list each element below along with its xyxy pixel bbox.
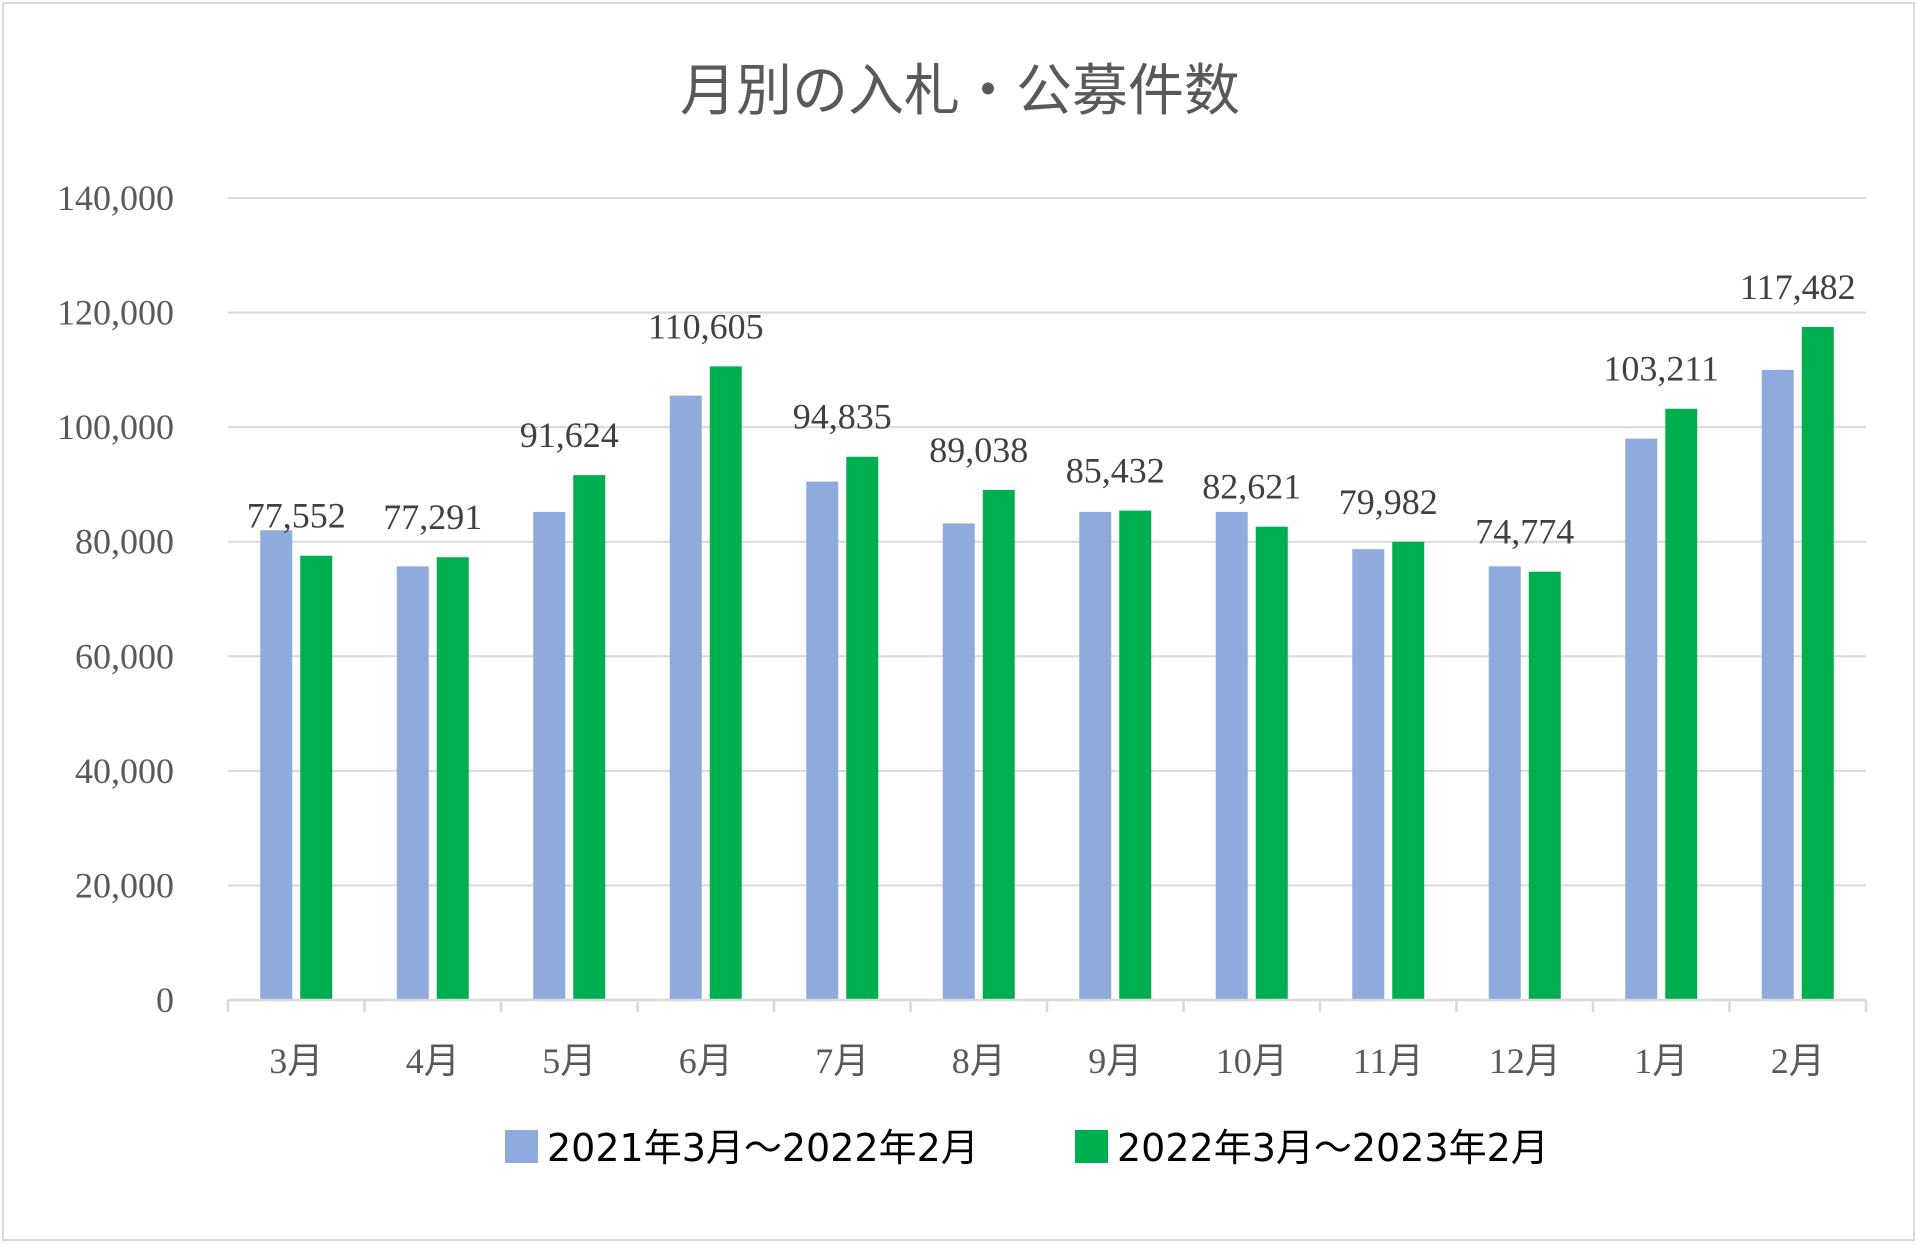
data-label: 94,835 — [793, 397, 892, 437]
x-tick-label: 12月 — [1489, 1041, 1561, 1081]
y-tick-label: 20,000 — [75, 865, 174, 905]
bar-series-2 — [436, 557, 469, 1000]
x-tick-label: 6月 — [679, 1041, 733, 1081]
bar-series-1 — [806, 481, 839, 1000]
x-tick-label: 11月 — [1353, 1041, 1424, 1081]
bar-series-1 — [1352, 549, 1385, 1000]
data-label: 85,432 — [1066, 451, 1165, 491]
x-tick-label: 8月 — [952, 1041, 1006, 1081]
x-tick-label: 3月 — [269, 1041, 323, 1081]
legend-label: 2021年3月～2022年2月 — [547, 1126, 979, 1170]
y-tick-label: 100,000 — [57, 407, 174, 447]
x-tick-label: 1月 — [1634, 1041, 1688, 1081]
bar-series-1 — [1625, 438, 1658, 1001]
x-tick-label: 2月 — [1771, 1041, 1825, 1081]
data-label: 89,038 — [929, 430, 1028, 470]
bar-series-2 — [846, 456, 879, 1000]
bar-series-1 — [1079, 511, 1112, 1000]
x-tick-label: 5月 — [542, 1041, 596, 1081]
bar-series-2 — [573, 475, 606, 1000]
x-tick-label: 4月 — [406, 1041, 460, 1081]
bar-series-1 — [1215, 511, 1248, 1000]
bars — [260, 326, 1834, 1001]
data-label: 103,211 — [1603, 349, 1719, 389]
bar-series-2 — [982, 489, 1015, 1000]
y-tick-label: 120,000 — [57, 293, 174, 333]
data-label: 117,482 — [1740, 267, 1856, 307]
data-label: 79,982 — [1339, 482, 1438, 522]
x-axis: 3月 4月 5月 6月 7月 8月 9月 10月 11月 12月 1月 2月 — [226, 998, 1868, 1081]
bar-series-2 — [709, 366, 742, 1000]
y-tick-label: 60,000 — [75, 636, 174, 676]
bar-series-2 — [1255, 526, 1288, 1000]
data-label: 91,624 — [520, 415, 619, 455]
legend-swatch — [1075, 1130, 1108, 1163]
y-tick-label: 0 — [156, 980, 174, 1020]
bar-series-2 — [1665, 408, 1698, 1000]
y-tick-label: 80,000 — [75, 522, 174, 562]
bar-series-2 — [1392, 541, 1425, 1000]
legend-label: 2022年3月～2023年2月 — [1117, 1126, 1549, 1170]
x-tick-label: 9月 — [1088, 1041, 1142, 1081]
y-tick-label: 140,000 — [57, 178, 174, 218]
bar-series-1 — [942, 523, 975, 1000]
gridlines — [228, 197, 1866, 887]
data-label: 77,552 — [247, 496, 346, 536]
data-label: 77,291 — [383, 497, 482, 537]
x-tick-label: 7月 — [815, 1041, 869, 1081]
bar-series-1 — [1488, 566, 1521, 1000]
chart-title: 月別の入札・公募件数 — [680, 59, 1240, 124]
data-label: 74,774 — [1475, 512, 1574, 552]
bar-series-2 — [1801, 326, 1834, 1000]
bar-series-1 — [533, 511, 566, 1000]
bar-series-1 — [669, 395, 702, 1000]
bar-series-2 — [300, 555, 333, 1000]
y-axis-ticks: 0 20,000 40,000 60,000 80,000 100,000 120,000 1… — [57, 178, 174, 1020]
data-label: 110,605 — [648, 306, 764, 346]
legend-swatch — [505, 1130, 538, 1163]
bar-series-1 — [396, 566, 429, 1000]
data-labels: 77,552 77,291 91,624 110,605 94,835 89,038 85,… — [247, 267, 1856, 552]
bar-series-1 — [260, 530, 293, 1000]
y-tick-label: 40,000 — [75, 751, 174, 791]
legend: 2021年3月～2022年2月 2022年3月～2023年2月 — [505, 1126, 1549, 1170]
bar-series-1 — [1761, 369, 1794, 1000]
x-tick-label: 10月 — [1216, 1041, 1288, 1081]
bar-series-2 — [1119, 510, 1152, 1000]
data-label: 82,621 — [1202, 467, 1301, 507]
bar-series-2 — [1528, 571, 1561, 1000]
